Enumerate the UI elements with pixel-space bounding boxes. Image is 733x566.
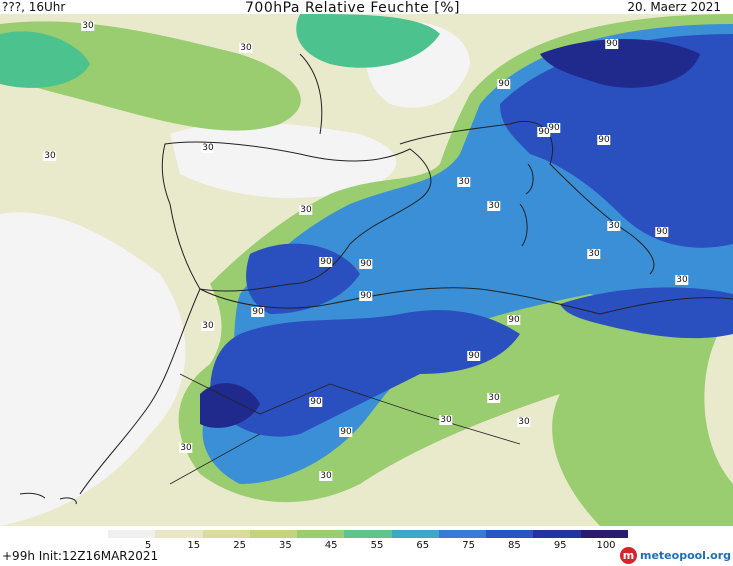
humidity-map-graphic [0, 14, 733, 526]
very-wet-region-maghreb [210, 310, 520, 437]
contour-label: 30 [457, 177, 471, 187]
colorbar-tick-label: 45 [324, 540, 338, 551]
colorbar-segment [438, 530, 487, 538]
contour-label: 90 [339, 427, 353, 437]
colorbar-segment [249, 530, 298, 538]
moist-band-west [0, 31, 90, 88]
contour-label: 90 [309, 397, 323, 407]
colorbar-segment [391, 530, 440, 538]
very-wet-band-libya [560, 287, 733, 339]
contour-label: 30 [239, 43, 253, 53]
colorbar-segment [297, 530, 345, 538]
init-time-label: +99h Init:12Z16MAR2021 [2, 549, 159, 563]
coastline-islands [519, 163, 534, 247]
forecast-time-label: ???, 16Uhr [2, 0, 66, 14]
humidity-map: 30 30 30 30 30 30 30 30 30 30 30 30 30 3… [0, 14, 733, 526]
contour-label: 90 [597, 135, 611, 145]
logo-icon: m [620, 547, 637, 564]
colorbar-segment [155, 530, 204, 538]
coastline-north-africa [199, 287, 733, 315]
contour-label: 30 [439, 415, 453, 425]
contour-label: 90 [605, 39, 619, 49]
contour-label: 90 [467, 351, 481, 361]
contour-label: 30 [517, 417, 531, 427]
contour-label: 90 [507, 315, 521, 325]
colorbar-tick-label: 85 [508, 540, 521, 551]
colorbar-tick-label: 25 [233, 540, 246, 551]
map-title: 700hPa Relative Feuchte [%] [245, 0, 460, 16]
contour-label: 30 [487, 393, 501, 403]
contour-label: 90 [547, 123, 561, 133]
contour-label: 30 [607, 221, 621, 231]
colorbar-tick-label: 100 [596, 540, 616, 551]
dry-area-atlantic [0, 212, 186, 526]
contour-label: 30 [299, 205, 313, 215]
meteopool-logo: m meteopool.org [620, 547, 731, 564]
contour-label: 90 [319, 257, 333, 267]
contour-label: 30 [201, 321, 215, 331]
contour-label: 30 [319, 471, 333, 481]
moist-band-biscay [296, 14, 440, 68]
colorbar-segment [202, 530, 251, 538]
colorbar-tick-label: 65 [416, 540, 430, 551]
colorbar-tick-label: 15 [187, 540, 201, 551]
contour-label: 90 [251, 307, 265, 317]
colorbar-tick-label: 95 [553, 540, 567, 551]
colorbar-segment [108, 530, 156, 538]
contour-label: 30 [179, 443, 193, 453]
contour-label: 90 [497, 79, 511, 89]
colorbar-ticks: 5 15 25 35 45 55 65 75 85 95 100 [0, 540, 733, 554]
colorbar-segment [580, 530, 629, 538]
colorbar-segment [486, 530, 534, 538]
contour-label: 90 [655, 227, 669, 237]
contour-label: 30 [675, 275, 689, 285]
contour-label: 90 [537, 127, 551, 137]
contour-label: 90 [359, 291, 373, 301]
saturated-region-morocco [200, 383, 260, 428]
coastline-canary-islands [19, 492, 77, 505]
colorbar-tick-label: 55 [370, 540, 384, 551]
contour-label: 30 [81, 21, 95, 31]
contour-label: 30 [487, 201, 501, 211]
coastline-iberia [161, 141, 432, 292]
forecast-date: 20. Maerz 2021 [627, 0, 721, 14]
contour-label: 30 [43, 151, 57, 161]
colorbar [108, 530, 629, 538]
borders-north-africa [169, 373, 521, 485]
dry-area-iberia-north [170, 122, 397, 198]
colorbar-tick-label: 75 [462, 540, 475, 551]
contour-label: 30 [201, 143, 215, 153]
saturated-region-alps [540, 39, 700, 88]
very-wet-region-italy [500, 34, 733, 248]
colorbar-tick-label: 35 [279, 540, 292, 551]
contour-label: 30 [587, 249, 601, 259]
colorbar-segment [533, 530, 582, 538]
contour-label: 90 [359, 259, 373, 269]
logo-text: meteopool.org [640, 549, 731, 562]
coastline-morocco [79, 288, 201, 495]
colorbar-tick-label: 5 [144, 540, 152, 551]
colorbar-segment [344, 530, 393, 538]
coastline-europe [299, 53, 655, 275]
